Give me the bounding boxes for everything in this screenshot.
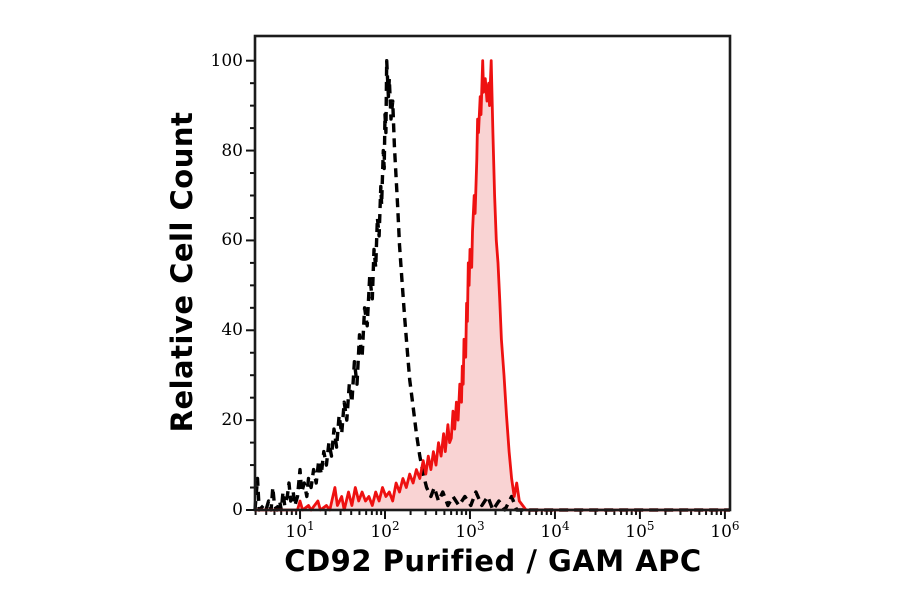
y-tick-label-100: 100 — [210, 50, 243, 71]
cd92-stained-red-filled-curve — [255, 59, 730, 512]
x-axis-title: CD92 Purified / GAM APC — [284, 544, 702, 578]
x-tick-label-10e6: 106 — [710, 519, 740, 542]
negative-control-black-dashed-curve — [253, 59, 730, 512]
x-tick-label-10e1: 101 — [285, 519, 315, 542]
x-tick-label-10e4: 104 — [540, 519, 570, 542]
plot-frame — [253, 34, 732, 512]
y-tick-label-20: 20 — [221, 410, 243, 431]
x-tick-label-10e3: 103 — [455, 519, 485, 542]
x-tick-label-10e5: 105 — [625, 519, 655, 542]
y-axis-title: Relative Cell Count — [165, 111, 199, 433]
y-tick-label-40: 40 — [221, 320, 243, 341]
y-tick-label-0: 0 — [232, 500, 243, 520]
x-tick-label-10e2: 102 — [370, 519, 400, 542]
y-tick-label-80: 80 — [221, 140, 243, 161]
y-tick-label-60: 60 — [221, 230, 243, 251]
cd92-stained-red-filled-fill — [255, 60, 730, 510]
